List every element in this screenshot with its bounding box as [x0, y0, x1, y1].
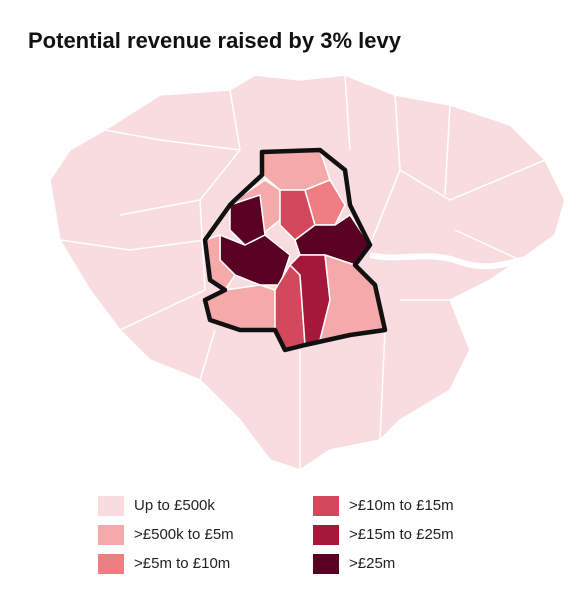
legend-swatch: [313, 496, 339, 516]
legend-label: >£500k to £5m: [134, 526, 234, 543]
legend-label: Up to £500k: [134, 497, 215, 514]
title: Potential revenue raised by 3% levy: [28, 28, 402, 53]
thames: [369, 252, 531, 270]
legend-swatch: [98, 554, 124, 574]
legend-label: >£25m: [349, 555, 395, 572]
map: [49, 74, 566, 471]
legend-label: >£5m to £10m: [134, 555, 230, 572]
borough: [304, 179, 346, 226]
legend-label: >£10m to £15m: [349, 497, 454, 514]
legend-swatch: [98, 525, 124, 545]
inner-london-outline: [202, 147, 388, 353]
legend-label: >£15m to £25m: [349, 526, 454, 543]
legend-swatch: [313, 525, 339, 545]
borough-borders: [59, 74, 546, 470]
legend-swatch: [313, 554, 339, 574]
legend-swatch: [98, 496, 124, 516]
legend: Up to £500k >£500k to £5m >£5m to £10m >£10…: [98, 496, 454, 574]
